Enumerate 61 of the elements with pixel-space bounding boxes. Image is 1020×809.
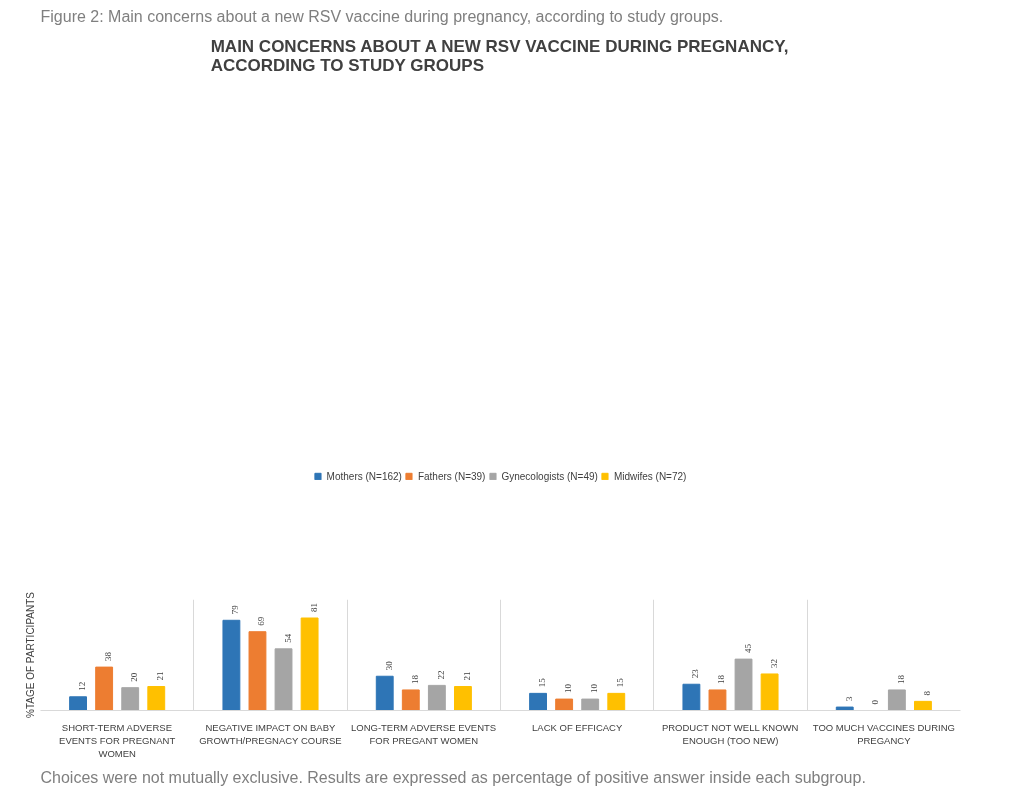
- data-label: 18: [409, 674, 420, 684]
- data-label: 15: [537, 677, 548, 688]
- data-label: 0: [869, 699, 880, 705]
- data-label: 15: [615, 677, 626, 688]
- data-label: 10: [563, 683, 574, 694]
- data-label: 38: [103, 651, 114, 662]
- bar: [914, 700, 932, 711]
- x-tick-label: TOO MUCH VACCINES DURING PREGANCY: [812, 721, 955, 746]
- bar: [734, 658, 753, 711]
- bar: [760, 673, 779, 711]
- bar: [607, 692, 626, 711]
- data-label: 32: [768, 658, 779, 668]
- data-label: 10: [589, 683, 600, 694]
- bar: [375, 675, 394, 711]
- data-label: 18: [895, 674, 906, 684]
- bar: [887, 689, 906, 711]
- bar: [222, 619, 241, 711]
- data-label: 81: [308, 603, 319, 612]
- data-label: 69: [256, 616, 267, 626]
- x-tick-label: PRODUCT NOT WELL KNOWN ENOUGH (TOO NEW): [661, 721, 799, 746]
- legend-label: Midwifes (N=72): [613, 470, 687, 482]
- data-label: 20: [129, 672, 140, 682]
- bar: [300, 617, 319, 711]
- data-label: 30: [383, 660, 394, 671]
- bar: [454, 686, 472, 711]
- bar: [95, 666, 114, 711]
- bar: [121, 687, 140, 711]
- bar: [529, 692, 547, 711]
- bar: [835, 706, 854, 711]
- bar: [555, 698, 574, 711]
- data-label: 23: [690, 668, 701, 679]
- bar: [274, 648, 293, 711]
- bar: [581, 698, 600, 711]
- data-label: 79: [230, 604, 241, 615]
- bar: [147, 686, 166, 711]
- x-tick-label: LONG-TERM ADVERSE EVENTS FOR PREGANT WOMEN: [350, 721, 497, 746]
- bar: [708, 689, 727, 711]
- x-tick-label: SHORT-TERM ADVERSE EVENTS FOR PREGNANT WOMEN: [59, 721, 176, 759]
- bar: [401, 689, 420, 711]
- data-label: 18: [716, 674, 727, 684]
- data-label: 54: [282, 633, 293, 643]
- legend-label: Gynecologists (N=49): [501, 470, 598, 482]
- data-label: 45: [742, 643, 753, 654]
- caption: Figure 2: Main concerns about a new RSV vaccine during pregnancy, according to study groups.: [40, 7, 724, 25]
- bar: [682, 683, 701, 711]
- bar: [69, 696, 87, 711]
- data-label: 21: [155, 671, 166, 681]
- data-label: 3: [843, 696, 854, 702]
- legend-label: Mothers (N=162): [326, 470, 402, 482]
- legend-label: Fathers (N=39): [417, 470, 486, 482]
- data-label: 22: [435, 670, 446, 680]
- x-tick-label: LACK OF EFFICACY: [532, 721, 623, 733]
- data-label: 12: [77, 681, 88, 691]
- data-label: 8: [921, 690, 932, 696]
- y-axis-title: %TAGE OF PARTICIPANTS: [24, 591, 36, 718]
- chart-title: MAIN CONCERNS ABOUT A NEW RSV VACCINE DURING PREGNANCY, ACCORDING TO STUDY GROUPS: [210, 36, 789, 75]
- text: Choices were not mutually exclusive. Results are expressed as percentage of positive answer inside each subgroup.: [40, 768, 866, 786]
- bar: [248, 631, 267, 711]
- data-label: 21: [461, 671, 472, 681]
- x-tick-label: NEGATIVE IMPACT ON BABY GROWTH/PREGNACY COURSE: [199, 721, 342, 746]
- bar: [427, 684, 446, 711]
